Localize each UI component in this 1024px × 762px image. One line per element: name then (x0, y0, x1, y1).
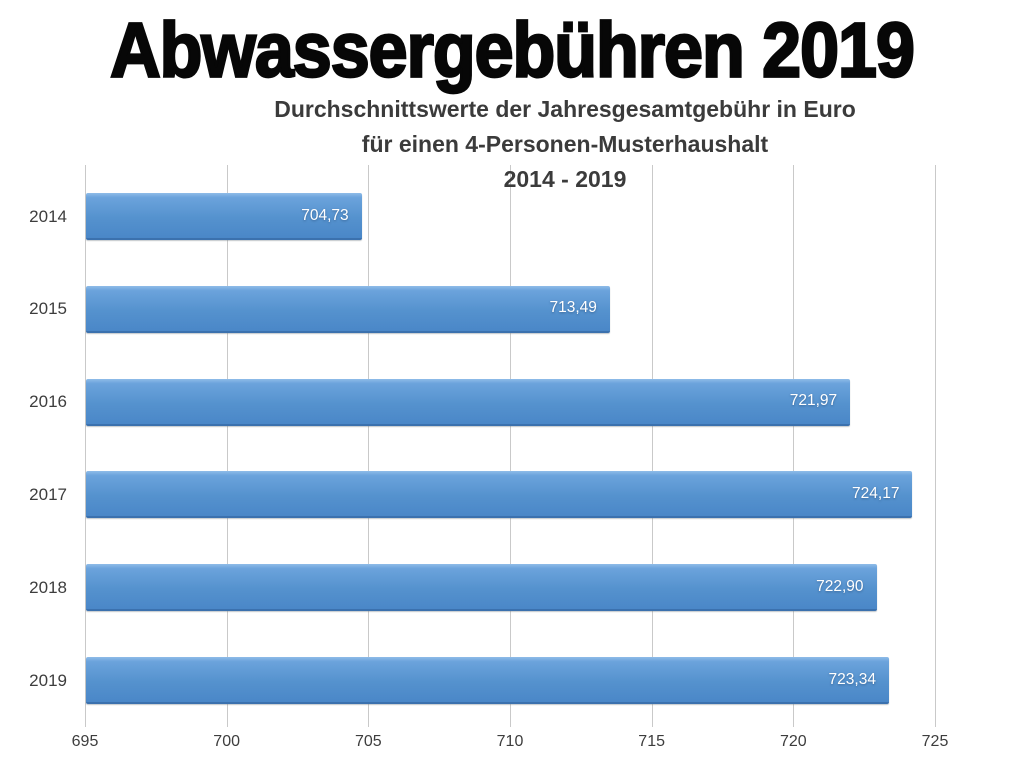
bar-2014: 704,73 (86, 193, 362, 240)
bar-2018: 722,90 (86, 564, 877, 612)
gridline-705 (368, 165, 370, 727)
chart-subtitle-line3: 2014 - 2019 (503, 166, 627, 192)
x-axis-tick-label-720: 720 (779, 733, 807, 750)
plot-area: 695 700 705 710 715 720 725 2014 704,73 2015 713,4… (29, 165, 948, 750)
bar-value-label-2018: 722,90 (816, 577, 864, 595)
bar-2019: 723,34 (86, 657, 889, 704)
y-axis-category-label-2017: 2017 (29, 484, 67, 504)
chart-subtitle: Durchschnittswerte der Jahresgesamtgebüh… (274, 92, 856, 197)
y-axis-category-label-2019: 2019 (29, 670, 67, 690)
x-axis-tick-label-725: 725 (921, 733, 949, 750)
gridline-715 (651, 165, 653, 727)
x-axis-tick-label-695: 695 (71, 733, 99, 750)
chart-title: Abwassergebühren 2019 (109, 6, 916, 94)
y-axis-category-label-2016: 2016 (29, 392, 67, 412)
bar-2017: 724,17 (86, 471, 913, 519)
bar-value-label-2014: 704,73 (301, 206, 349, 224)
gridline-695 (85, 165, 86, 727)
bar-value-label-2015: 713,49 (549, 299, 597, 317)
y-axis-category-label-2018: 2018 (29, 577, 67, 597)
gridline-725 (935, 165, 936, 727)
chart-subtitle-line1: Durchschnittswerte der Jahresgesamtgebüh… (274, 96, 856, 122)
x-axis-tick-label-700: 700 (213, 733, 241, 750)
bar-value-label-2017: 724,17 (852, 484, 900, 502)
chart-subtitle-line2: für einen 4-Personen-Musterhaushalt (361, 131, 769, 157)
y-axis-category-label-2014: 2014 (29, 206, 67, 226)
gridline-720 (793, 165, 795, 727)
gridline-700 (226, 165, 228, 727)
bar-2016: 721,97 (86, 378, 851, 426)
x-axis-tick-label-705: 705 (354, 733, 382, 750)
gridline-710 (510, 165, 511, 727)
bar-2015: 713,49 (86, 285, 610, 333)
x-axis-tick-label-715: 715 (638, 733, 666, 750)
x-axis-tick-label-710: 710 (496, 733, 524, 750)
bar-value-label-2019: 723,34 (828, 670, 876, 688)
y-axis-category-label-2015: 2015 (29, 299, 67, 319)
bar-value-label-2016: 721,97 (789, 392, 838, 410)
